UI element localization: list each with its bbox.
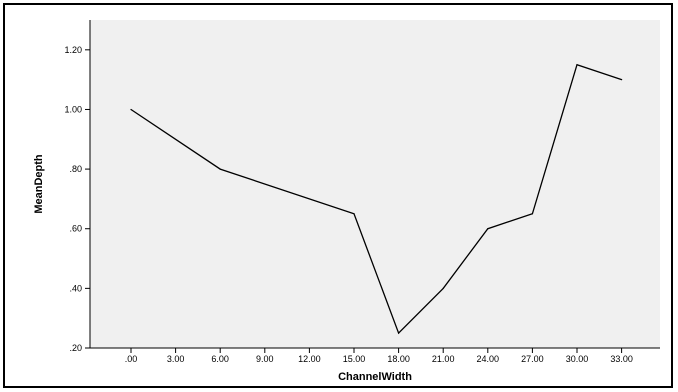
plot-area: [90, 20, 660, 348]
x-tick-label: 15.00: [343, 354, 366, 364]
y-tick-label: .80: [69, 164, 82, 174]
data-point: [576, 64, 578, 66]
data-point: [487, 228, 489, 230]
x-tick-label: 27.00: [521, 354, 544, 364]
x-tick-label: 24.00: [477, 354, 500, 364]
x-axis-ticks: .00 3.00 6.00 9.00 12.00 15.00 18.00 21.00 24.00…: [125, 348, 633, 364]
x-tick-label: 33.00: [610, 354, 633, 364]
y-axis-ticks: .20 .40 .60 .80 1.00 1.20: [64, 45, 90, 353]
x-tick-label: 9.00: [256, 354, 274, 364]
y-tick-label: .40: [69, 283, 82, 293]
x-axis-title: ChannelWidth: [338, 371, 412, 383]
data-point: [398, 332, 400, 334]
x-tick-label: 3.00: [167, 354, 185, 364]
x-tick-label: 12.00: [298, 354, 321, 364]
data-point: [442, 287, 444, 289]
data-point: [130, 108, 132, 111]
y-axis-title: MeanDepth: [33, 154, 45, 214]
data-point: [621, 79, 623, 81]
x-tick-label: .00: [125, 354, 138, 364]
data-point: [353, 213, 355, 215]
y-tick-label: .60: [69, 224, 82, 234]
y-tick-label: 1.20: [64, 45, 82, 55]
data-point: [531, 213, 534, 215]
data-point: [219, 168, 221, 170]
y-tick-label: 1.00: [64, 104, 82, 114]
x-tick-label: 18.00: [387, 354, 410, 364]
x-tick-label: 6.00: [211, 354, 229, 364]
y-tick-label: .20: [69, 343, 82, 353]
x-tick-label: 30.00: [566, 354, 589, 364]
x-tick-label: 21.00: [432, 354, 455, 364]
